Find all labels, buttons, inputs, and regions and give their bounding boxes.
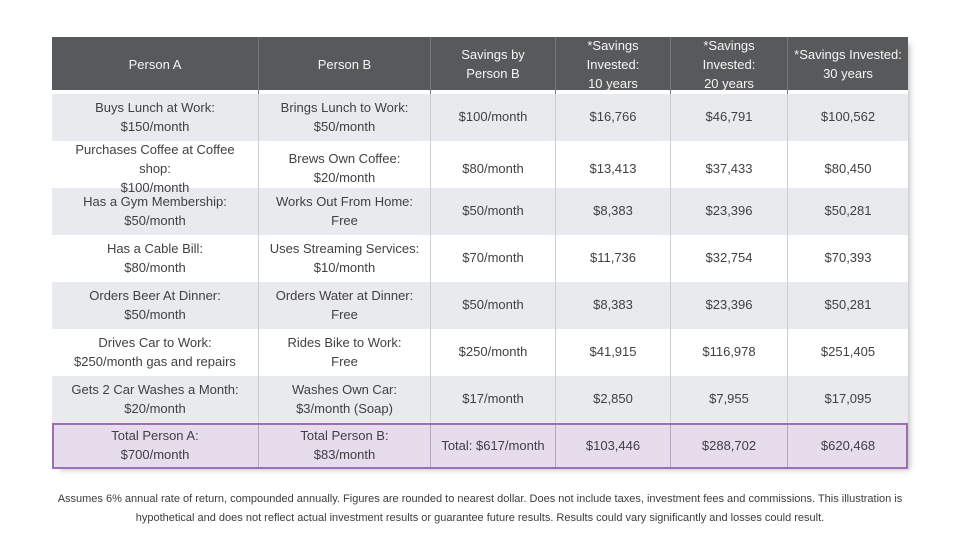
cell-person-b: Uses Streaming Services: $10/month bbox=[258, 235, 430, 282]
cell-person-a: Gets 2 Car Washes a Month: $20/month bbox=[71, 381, 239, 416]
cell-savings: $70/month bbox=[430, 235, 555, 282]
cell-invested-10: $16,766 bbox=[555, 94, 670, 141]
cell-invested-30: $80,450 bbox=[787, 141, 908, 198]
cell-person-a: Has a Cable Bill: $80/month bbox=[106, 240, 204, 275]
cell-savings: $250/month bbox=[430, 329, 555, 376]
table-total-row: Total Person A: $700/month Total Person … bbox=[52, 423, 908, 469]
cell-invested-30: $100,562 bbox=[787, 94, 908, 141]
cell-invested-10: $41,915 bbox=[555, 329, 670, 376]
cell-person-b: Washes Own Car: $3/month (Soap) bbox=[258, 376, 430, 423]
cell-savings: $50/month bbox=[430, 188, 555, 235]
cell-total-invested-30: $620,468 bbox=[787, 423, 908, 469]
cell-person-b: Orders Water at Dinner: Free bbox=[258, 282, 430, 329]
cell-invested-30: $251,405 bbox=[787, 329, 908, 376]
cell-savings: $50/month bbox=[430, 282, 555, 329]
cell-invested-20: $46,791 bbox=[670, 94, 787, 141]
table-row-car-wash: Gets 2 Car Washes a Month: $20/month Was… bbox=[52, 376, 908, 423]
table-row-coffee: Purchases Coffee at Coffee shop: $100/mo… bbox=[52, 141, 908, 198]
cell-person-a: Buys Lunch at Work: $150/month bbox=[95, 99, 215, 134]
cell-person-a: Drives Car to Work: $250/month gas and r… bbox=[74, 334, 236, 369]
cell-invested-20: $7,955 bbox=[670, 376, 787, 423]
cell-invested-10: $8,383 bbox=[555, 188, 670, 235]
cell-invested-10: $13,413 bbox=[555, 141, 670, 198]
cell-person-a: Orders Beer At Dinner: $50/month bbox=[89, 287, 221, 322]
cell-total-person-b: Total Person B: $83/month bbox=[258, 423, 430, 469]
cell-person-a: Has a Gym Membership: $50/month bbox=[83, 193, 227, 228]
column-header-savings: Savings by Person B bbox=[430, 37, 555, 94]
cell-invested-30: $70,393 bbox=[787, 235, 908, 282]
cell-invested-30: $50,281 bbox=[787, 188, 908, 235]
column-header-invested-30-years: *Savings Invested: 30 years bbox=[787, 37, 908, 94]
cell-total-invested-20: $288,702 bbox=[670, 423, 787, 469]
cell-invested-20: $23,396 bbox=[670, 188, 787, 235]
table-row-lunch: Buys Lunch at Work: $150/month Brings Lu… bbox=[52, 94, 908, 141]
cell-savings: $17/month bbox=[430, 376, 555, 423]
cell-invested-20: $23,396 bbox=[670, 282, 787, 329]
cell-invested-20: $32,754 bbox=[670, 235, 787, 282]
cell-total-person-a: Total Person A: $700/month bbox=[111, 428, 199, 462]
table-row-gym: Has a Gym Membership: $50/month Works Ou… bbox=[52, 188, 908, 235]
column-header-person-a: Person A bbox=[128, 56, 182, 72]
column-header-invested-20-years: *Savings Invested: 20 years bbox=[670, 37, 787, 94]
cell-total-invested-10: $103,446 bbox=[555, 423, 670, 469]
cell-total-savings: Total: $617/month bbox=[430, 423, 555, 469]
table-header-row: Person A Person B Savings by Person B *S… bbox=[52, 37, 908, 94]
cell-person-b: Brings Lunch to Work: $50/month bbox=[258, 94, 430, 141]
cell-invested-10: $8,383 bbox=[555, 282, 670, 329]
table-row-beer: Orders Beer At Dinner: $50/month Orders … bbox=[52, 282, 908, 329]
disclaimer-text: Assumes 6% annual rate of return, compou… bbox=[57, 493, 903, 525]
column-header-invested-10-years: *Savings Invested: 10 years bbox=[555, 37, 670, 94]
cell-savings: $80/month bbox=[430, 141, 555, 198]
table-row-car-commute: Drives Car to Work: $250/month gas and r… bbox=[52, 329, 908, 376]
cell-person-b: Brews Own Coffee: $20/month bbox=[258, 141, 430, 198]
column-header-person-b: Person B bbox=[258, 37, 430, 94]
cell-person-b: Rides Bike to Work: Free bbox=[258, 329, 430, 376]
cell-savings: $100/month bbox=[430, 94, 555, 141]
table-row-cable: Has a Cable Bill: $80/month Uses Streami… bbox=[52, 235, 908, 282]
cell-person-a: Purchases Coffee at Coffee shop: $100/mo… bbox=[75, 142, 235, 195]
cell-invested-30: $17,095 bbox=[787, 376, 908, 423]
cell-person-b: Works Out From Home: Free bbox=[258, 188, 430, 235]
cell-invested-20: $116,978 bbox=[670, 329, 787, 376]
savings-comparison-table: Person A Person B Savings by Person B *S… bbox=[52, 37, 908, 469]
cell-invested-30: $50,281 bbox=[787, 282, 908, 329]
cell-invested-10: $11,736 bbox=[555, 235, 670, 282]
cell-invested-10: $2,850 bbox=[555, 376, 670, 423]
cell-invested-20: $37,433 bbox=[670, 141, 787, 198]
